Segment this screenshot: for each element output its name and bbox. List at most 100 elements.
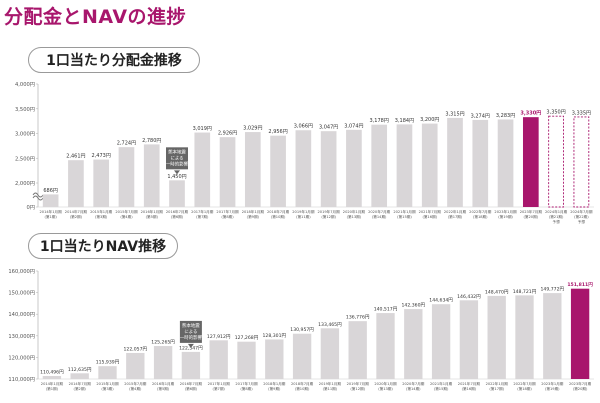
bar xyxy=(497,119,514,207)
page-title: 分配金とNAVの進捗 xyxy=(4,6,187,28)
annotation-text: 一時的影響 xyxy=(180,334,203,341)
y-tick-label: 120,000円 xyxy=(8,354,35,361)
x-tick-period: (第6期) xyxy=(171,214,184,219)
bar-value-label: 2,473円 xyxy=(92,153,111,159)
x-tick-label: 2015年1月期 xyxy=(96,381,119,386)
bar xyxy=(543,293,562,379)
x-tick-period: (第17期) xyxy=(489,386,504,391)
bar xyxy=(153,346,173,379)
bar xyxy=(515,295,534,379)
bar-value-label: 127,268円 xyxy=(235,335,259,341)
bar-value-label: 142,360円 xyxy=(402,303,426,309)
y-tick-label: 2,000円 xyxy=(15,180,35,187)
bar-value-label: 1,450円 xyxy=(167,174,186,180)
highlight-bar xyxy=(570,288,590,379)
bar-value-label: 2,780円 xyxy=(142,138,161,144)
bar-value-label: 122,547円 xyxy=(179,345,203,351)
y-tick-label: 150,000円 xyxy=(8,290,35,297)
x-tick-label: 2019年7月期 xyxy=(318,209,341,214)
x-tick-label: 2015年1月期 xyxy=(90,209,113,214)
x-tick-period: (第7期) xyxy=(213,386,226,391)
bar xyxy=(348,321,367,379)
bar-value-label: 136,776円 xyxy=(346,315,370,321)
x-tick-label: 2020年7月期 xyxy=(402,381,425,386)
bar-value-label: 2,461円 xyxy=(66,154,85,160)
x-tick-label: 2016年1月期 xyxy=(141,209,164,214)
x-tick-period: (第1期) xyxy=(46,386,59,391)
x-tick-period: (第4期) xyxy=(120,214,133,219)
bar xyxy=(93,159,110,207)
bar xyxy=(396,124,413,207)
bar xyxy=(447,117,463,207)
bar xyxy=(487,295,506,379)
bar xyxy=(68,160,84,207)
bar-value-label: 3,315円 xyxy=(445,111,464,117)
x-tick-period: (第19期) xyxy=(498,214,513,219)
bar xyxy=(295,130,312,207)
bar-value-label: 110,496円 xyxy=(40,370,64,376)
x-tick-label: 2023年1月期 xyxy=(494,209,517,214)
y-tick-label: 3,500円 xyxy=(15,106,35,113)
bar-value-label: 140,517円 xyxy=(374,307,398,313)
annotation-arrow xyxy=(174,170,180,175)
annotation-text: 一時的影響 xyxy=(166,160,189,167)
x-tick-period: (第15期) xyxy=(434,386,449,391)
bar xyxy=(404,309,423,379)
bar xyxy=(431,304,451,379)
bar xyxy=(270,135,286,207)
axis-break-mark xyxy=(32,192,44,198)
x-tick-label: 2016年1月期 xyxy=(152,381,175,386)
bar xyxy=(265,339,284,379)
x-tick-period: (第15期) xyxy=(397,214,412,219)
x-tick-period: (第7期) xyxy=(196,214,209,219)
x-tick-period: (第11期) xyxy=(323,386,338,391)
x-tick-period: (第5期) xyxy=(157,386,170,391)
x-tick-label: 2023年7月期 xyxy=(569,381,592,386)
x-tick-label: 2015年7月期 xyxy=(115,209,138,214)
bar-value-label: 125,265円 xyxy=(151,340,175,346)
x-tick-period: (第20期) xyxy=(524,214,539,219)
y-tick-label: 4,000円 xyxy=(15,81,35,88)
bar-value-label: 146,432円 xyxy=(457,294,481,300)
bar-value-label: 115,939円 xyxy=(96,360,120,366)
x-tick-period: (第8期) xyxy=(240,386,253,391)
bar xyxy=(292,333,312,379)
bar-value-label: 151,811円 xyxy=(567,281,593,288)
forecast-note: 予想 xyxy=(552,219,560,224)
x-tick-label: 2018年1月期 xyxy=(263,381,286,386)
x-tick-period: (第16期) xyxy=(462,386,477,391)
bar-value-label: 3,274円 xyxy=(471,113,490,119)
x-tick-period: (第14期) xyxy=(406,386,421,391)
x-tick-period: (第6期) xyxy=(185,386,198,391)
x-tick-label: 2022年7月期 xyxy=(513,381,536,386)
x-tick-label: 2014年1月期 xyxy=(41,381,64,386)
x-tick-period: (第11期) xyxy=(296,214,311,219)
bar-value-label: 133,465円 xyxy=(318,322,342,328)
bar-value-label: 112,635円 xyxy=(68,367,92,373)
bar-value-label: 127,912円 xyxy=(207,334,231,340)
x-tick-label: 2015年7月期 xyxy=(124,381,147,386)
x-tick-label: 2023年1月期 xyxy=(541,381,564,386)
x-tick-label: 2014年7月期 xyxy=(69,381,92,386)
x-tick-label: 2016年7月期 xyxy=(180,381,203,386)
x-tick-label: 2014年7月期 xyxy=(65,209,88,214)
bar xyxy=(219,137,236,207)
bar-value-label: 128,301円 xyxy=(263,333,287,339)
x-tick-label: 2022年7月期 xyxy=(469,209,492,214)
x-tick-period: (第21期) xyxy=(549,214,564,219)
y-tick-label: 2,500円 xyxy=(15,155,35,162)
bar-value-label: 3,335円 xyxy=(572,110,591,116)
bar xyxy=(371,124,388,207)
bar-value-label: 144,634円 xyxy=(429,298,453,304)
bar xyxy=(143,144,160,207)
annotation-text: 熊本地震 xyxy=(168,148,186,155)
bar-value-label: 148,470円 xyxy=(485,289,509,295)
x-tick-label: 2021年7月期 xyxy=(458,381,481,386)
annotation-text: 熊本地震 xyxy=(182,322,200,329)
bar-value-label: 3,178円 xyxy=(370,118,389,124)
x-tick-label: 2022年1月期 xyxy=(486,381,509,386)
x-tick-period: (第18期) xyxy=(473,214,488,219)
x-tick-label: 2024年7月期 xyxy=(570,209,593,214)
x-tick-label: 2019年7月期 xyxy=(347,381,370,386)
x-tick-label: 2019年1月期 xyxy=(319,381,342,386)
